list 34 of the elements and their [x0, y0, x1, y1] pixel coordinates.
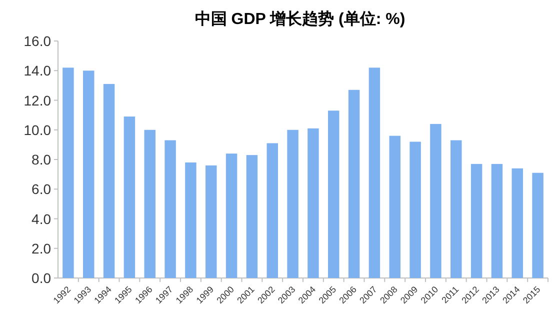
bar — [164, 140, 176, 278]
bar — [389, 136, 400, 278]
y-tick-label: 12.0 — [24, 92, 52, 108]
bar — [287, 130, 298, 278]
y-tick-label: 6.0 — [32, 181, 52, 198]
bar — [491, 164, 503, 278]
bar — [308, 128, 319, 278]
y-tick-label: 2.0 — [32, 240, 52, 256]
bar — [328, 110, 340, 278]
bar — [144, 130, 156, 278]
y-tick-label: 8.0 — [32, 152, 52, 168]
bar — [206, 165, 217, 278]
bar — [470, 164, 482, 278]
bar — [532, 172, 544, 278]
bar — [103, 84, 115, 278]
bar — [246, 155, 258, 278]
bar — [348, 90, 360, 278]
chart-title: 中国 GDP 增长趋势 (单位: %) — [194, 10, 406, 28]
bar — [430, 124, 442, 278]
bar — [226, 154, 238, 278]
y-tick-label: 4.0 — [32, 210, 52, 227]
bar — [266, 143, 278, 278]
bar — [410, 142, 421, 278]
bar — [368, 68, 380, 278]
bar — [185, 162, 196, 278]
y-tick-label: 10.0 — [24, 122, 52, 138]
y-tick-label: 16.0 — [24, 33, 52, 49]
bar — [83, 70, 94, 278]
bar — [124, 116, 136, 278]
y-tick-label: 14.0 — [24, 62, 52, 79]
y-tick-label: 0.0 — [32, 270, 52, 286]
bar — [512, 168, 523, 278]
bar — [62, 68, 74, 278]
bar — [450, 140, 462, 278]
